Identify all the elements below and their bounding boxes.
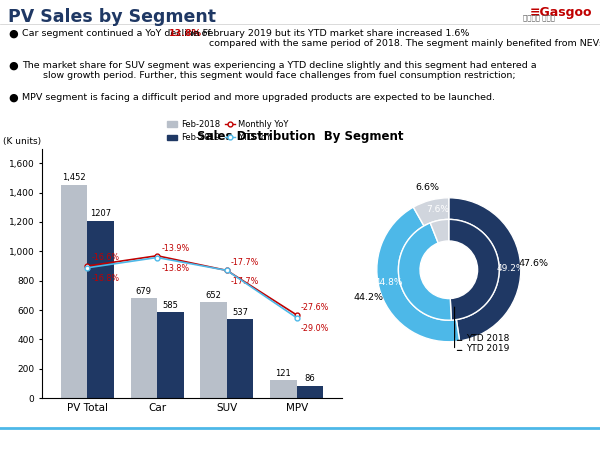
Text: -13.9%: -13.9% xyxy=(161,243,190,252)
Text: 121: 121 xyxy=(275,369,291,378)
Text: 86: 86 xyxy=(305,374,315,383)
Text: -17.7%: -17.7% xyxy=(231,258,259,267)
Wedge shape xyxy=(430,219,449,243)
Text: ●: ● xyxy=(8,29,18,39)
Bar xyxy=(270,380,296,398)
Text: ©Gasgoo Ltd, 2018. All rights reserved: ©Gasgoo Ltd, 2018. All rights reserved xyxy=(229,436,371,443)
Text: 537: 537 xyxy=(232,308,248,317)
Wedge shape xyxy=(449,198,521,341)
Text: 49.2%: 49.2% xyxy=(496,264,524,273)
Bar xyxy=(131,298,157,398)
Text: 1207: 1207 xyxy=(90,209,111,218)
Text: -13.8%: -13.8% xyxy=(161,264,190,273)
Text: Car segment continued a YoY decline of: Car segment continued a YoY decline of xyxy=(22,29,214,38)
Text: -16.6%: -16.6% xyxy=(92,252,119,261)
Text: 7.6%: 7.6% xyxy=(426,205,449,214)
Text: ●: ● xyxy=(8,93,18,103)
Text: ≡Gasgoo: ≡Gasgoo xyxy=(530,6,592,19)
Text: (K units): (K units) xyxy=(3,137,41,146)
Wedge shape xyxy=(449,219,499,320)
Bar xyxy=(88,221,114,398)
Text: Sales Distribution  By Segment: Sales Distribution By Segment xyxy=(197,130,403,143)
Text: 13.8%: 13.8% xyxy=(169,29,202,38)
Bar xyxy=(200,302,227,398)
Wedge shape xyxy=(413,198,449,226)
Text: 44.2%: 44.2% xyxy=(353,293,383,302)
Text: -29.0%: -29.0% xyxy=(301,324,329,333)
Bar xyxy=(61,185,88,398)
Text: Data source: CPCA, Gasgoo Auto Research Institute: Data source: CPCA, Gasgoo Auto Research … xyxy=(6,436,194,443)
Text: ●: ● xyxy=(8,61,18,71)
Text: -16.8%: -16.8% xyxy=(92,274,119,284)
Text: 6.6%: 6.6% xyxy=(415,183,439,192)
Text: 679: 679 xyxy=(136,287,152,296)
Text: PV Sales by Segment: PV Sales by Segment xyxy=(8,8,216,26)
Text: MPV segment is facing a difficult period and more upgraded products are expected: MPV segment is facing a difficult period… xyxy=(22,93,495,102)
Bar xyxy=(157,312,184,398)
Text: 585: 585 xyxy=(163,301,178,310)
Wedge shape xyxy=(377,207,460,342)
Text: 1,452: 1,452 xyxy=(62,173,86,182)
Text: 44.8%: 44.8% xyxy=(374,279,403,288)
Text: 盖世汽车 研究院: 盖世汽车 研究院 xyxy=(523,14,555,21)
Text: YTD 2019: YTD 2019 xyxy=(466,345,509,354)
Bar xyxy=(296,386,323,398)
Text: The market share for SUV segment was experiencing a YTD decline slightly and thi: The market share for SUV segment was exp… xyxy=(22,61,536,81)
Wedge shape xyxy=(398,223,451,320)
Text: -27.6%: -27.6% xyxy=(301,303,329,312)
Text: YTD 2018: YTD 2018 xyxy=(466,334,509,343)
Legend: Feb-2018, Feb-2019, Monthly YoY, YTD YoY: Feb-2018, Feb-2019, Monthly YoY, YTD YoY xyxy=(167,120,289,142)
Text: Gasgoo Auto Research Institute  | ⟨4⟩: Gasgoo Auto Research Institute | ⟨4⟩ xyxy=(461,436,594,443)
Text: 652: 652 xyxy=(206,291,221,300)
Text: -17.7%: -17.7% xyxy=(231,277,259,286)
Text: in February 2019 but its YTD market share increased 1.6%
       compared with th: in February 2019 but its YTD market shar… xyxy=(188,29,600,49)
Bar xyxy=(227,320,253,398)
Text: 47.6%: 47.6% xyxy=(518,259,548,268)
